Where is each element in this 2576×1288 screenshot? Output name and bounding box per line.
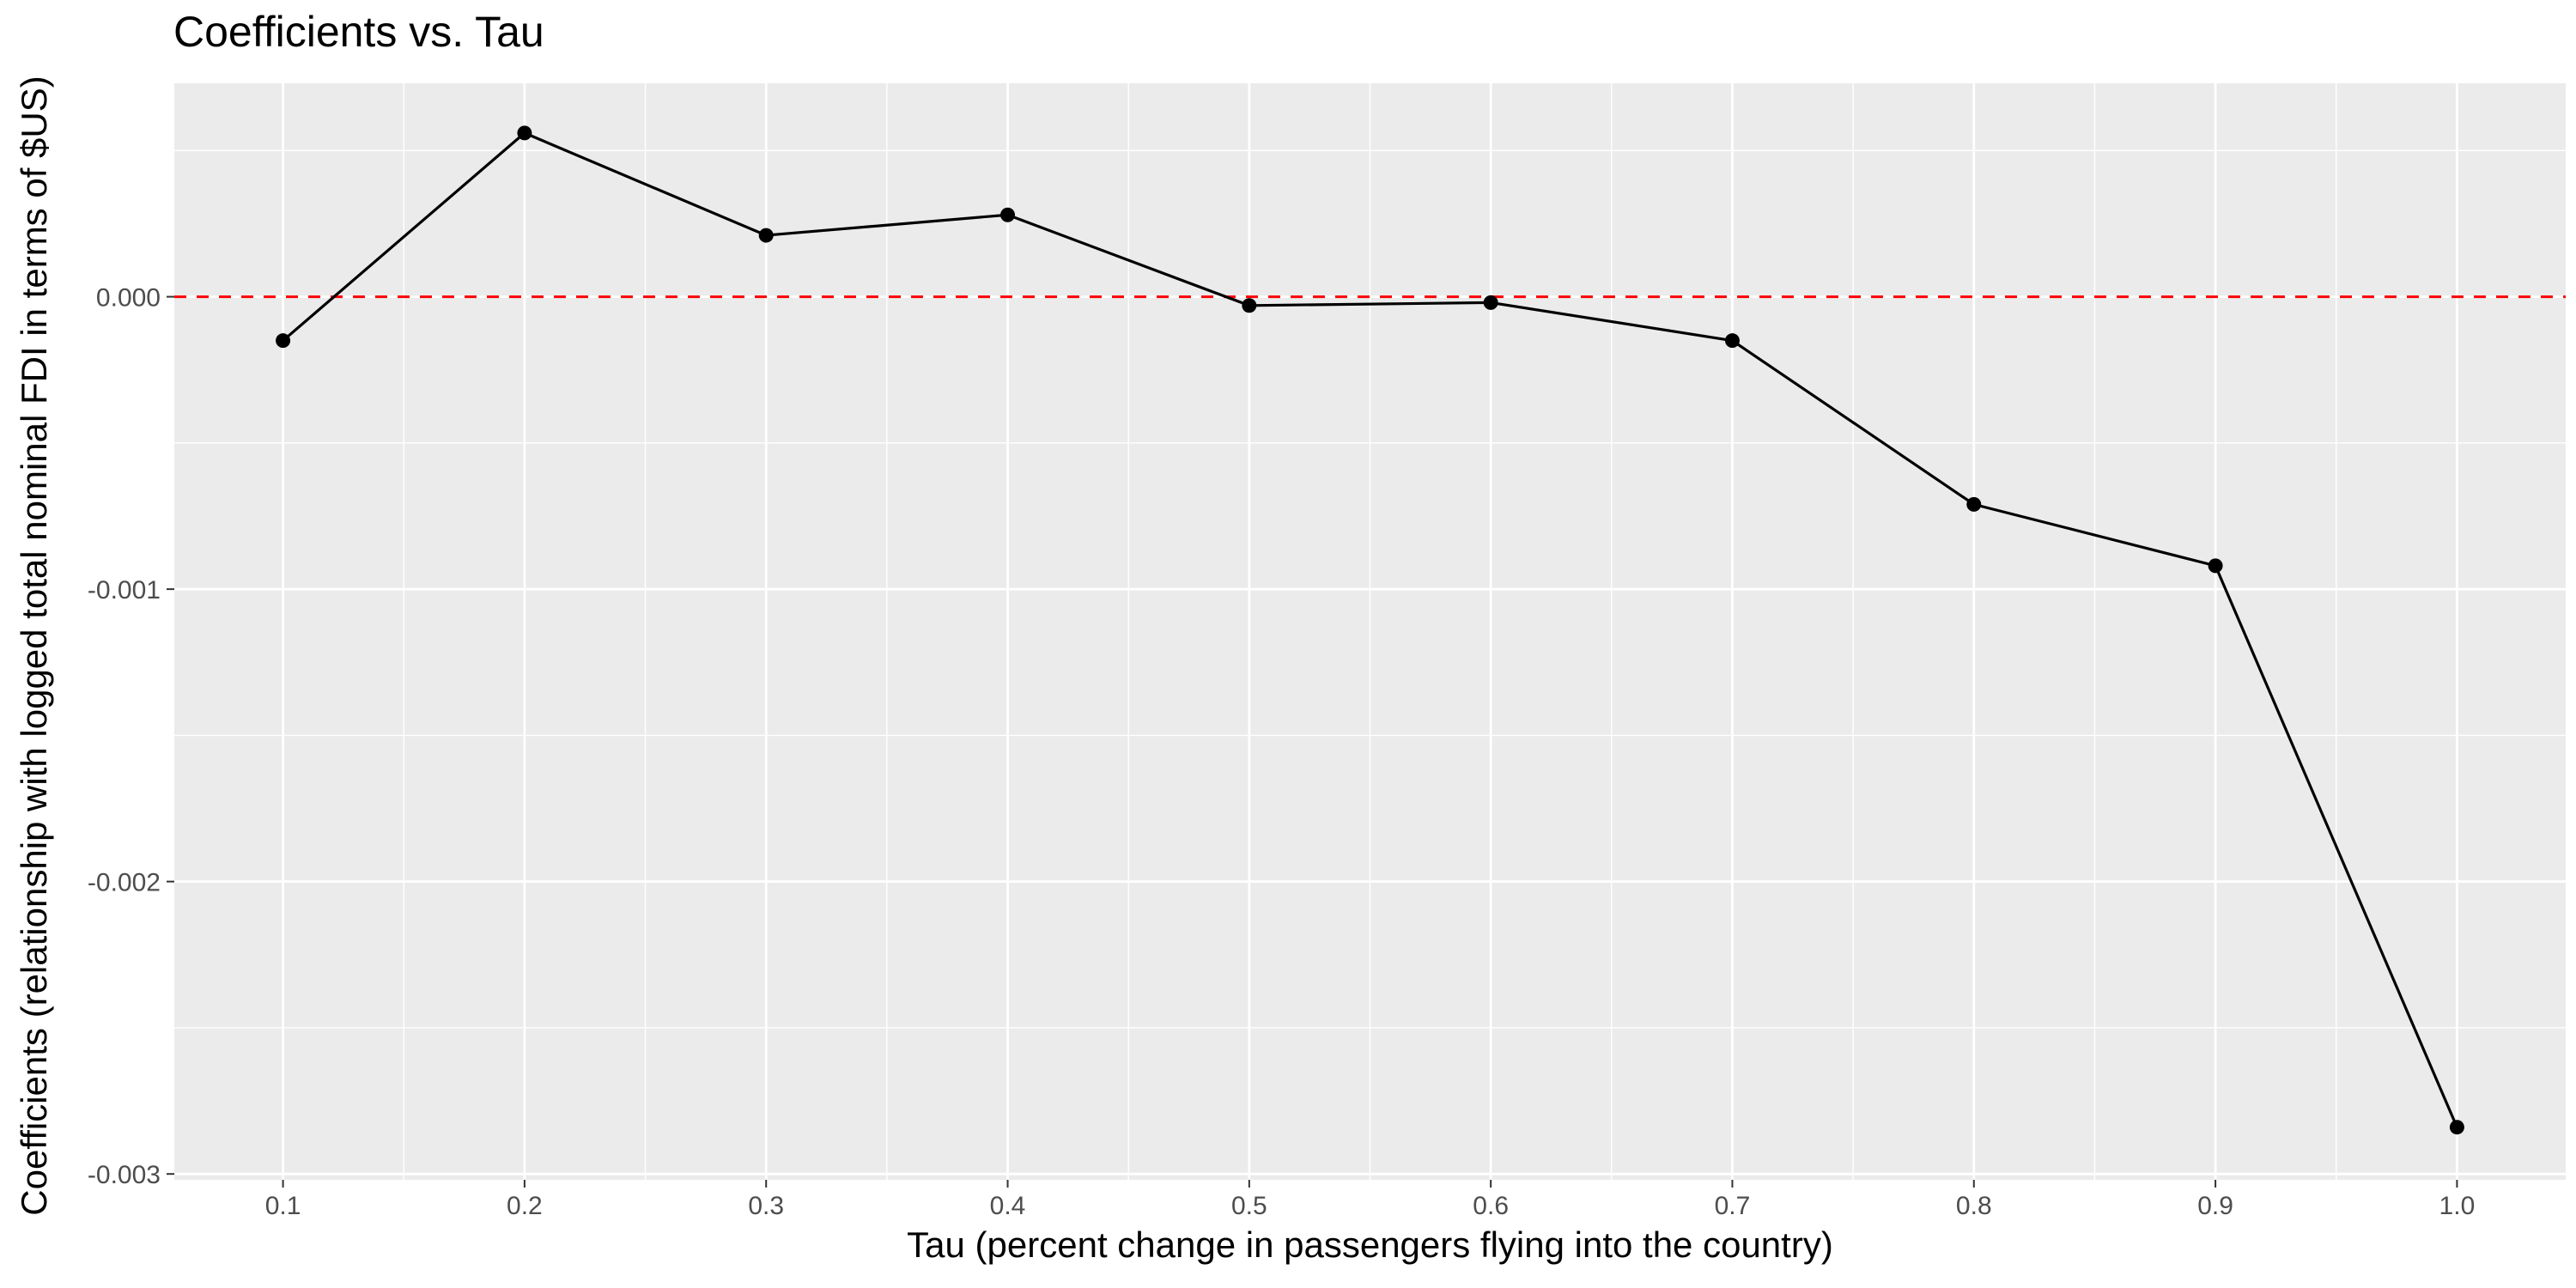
data-point [276,333,291,349]
y-tick-label: 0.000 [96,284,161,313]
series-line [282,131,2458,1128]
x-tick-label: 0.7 [1715,1192,1751,1220]
axis-layer: 0.1 0.2 0.3 0.4 0.5 0.6 0.7 0.8 0.9 1.0 0.000 -0.00… [88,284,2475,1220]
y-tick-label: -0.003 [88,1161,161,1189]
data-point [1000,207,1016,222]
x-tick-label: 1.0 [2439,1192,2476,1220]
minor-gridlines [174,83,2566,1180]
y-tick-label: -0.001 [88,576,161,605]
y-axis-title: Coefficients (relationship with logged t… [14,76,54,1216]
x-tick-label: 0.1 [265,1192,301,1220]
data-point [1242,298,1257,313]
chart-title: Coefficients vs. Tau [173,8,544,56]
y-tick-label: -0.002 [88,869,161,897]
data-point [1724,333,1740,349]
x-tick-label: 0.4 [990,1192,1026,1220]
data-point [517,125,532,141]
x-tick-label: 0.8 [1956,1192,1992,1220]
x-tick-label: 0.3 [748,1192,784,1220]
data-point [1483,295,1498,310]
x-axis-title: Tau (percent change in passengers flying… [907,1224,1833,1265]
data-point [2449,1120,2464,1135]
data-point [1966,496,1982,512]
x-tick-label: 0.9 [2197,1192,2233,1220]
major-gridlines [174,83,2566,1180]
data-point [758,228,774,243]
series-layer [276,125,2464,1135]
data-point [2208,558,2223,574]
x-tick-label: 0.5 [1231,1192,1267,1220]
x-tick-label: 0.2 [507,1192,543,1220]
x-tick-label: 0.6 [1473,1192,1509,1220]
